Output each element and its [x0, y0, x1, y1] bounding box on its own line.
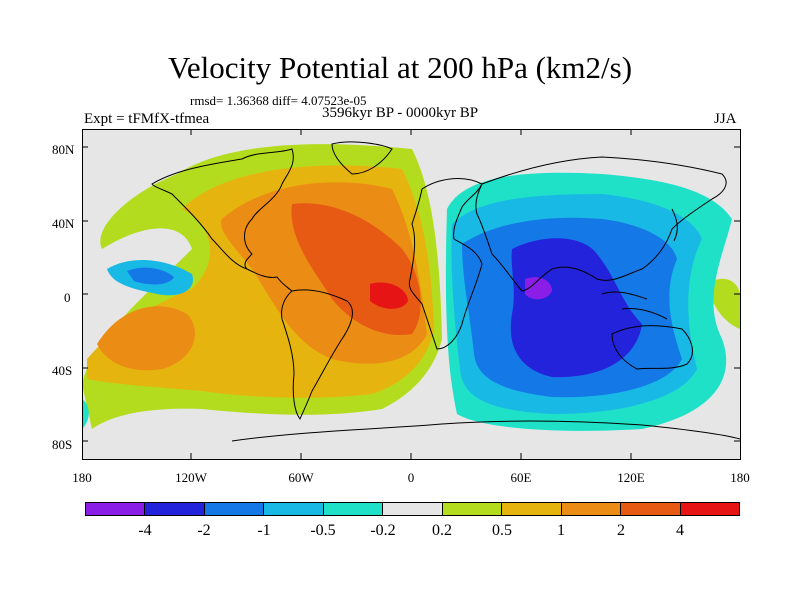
lon-label-120e: 120E: [617, 470, 645, 485]
colorbar-label: 4: [676, 522, 684, 539]
colorbar-label: -0.2: [370, 522, 396, 539]
colorbar-label: -0.5: [310, 522, 336, 539]
colorbar-label: -1: [257, 522, 271, 539]
colorbar-label: 2: [617, 522, 625, 539]
experiment-label: Expt = tFMfX-tfmea: [84, 111, 210, 127]
colorbar-swatch: [86, 503, 146, 515]
coastline-australia: [611, 325, 693, 370]
colorbar-swatch: [561, 503, 622, 515]
coastline-eurasia: [475, 156, 727, 292]
colorbar-swatch: [621, 503, 681, 515]
map-title: Velocity Potential at 200 hPa (km2/s): [167, 50, 633, 85]
tick-marks: [82, 129, 740, 459]
lat-label-40s: 40S: [52, 363, 73, 378]
coastline-greenland: [331, 141, 393, 175]
colorbar-label: 0.2: [432, 522, 452, 539]
negative-patch-pacific-inner: [127, 267, 174, 285]
coastline-maritime-continent: [601, 291, 668, 320]
lon-label-180e: 180: [730, 470, 750, 485]
colorbar-label: -4: [138, 522, 152, 539]
colorbar-swatch: [264, 503, 324, 515]
time-period-label: 3596kyr BP - 0000kyr BP: [322, 105, 479, 121]
lon-label-0: 0: [407, 470, 415, 485]
colorbar-swatch: [323, 503, 384, 515]
positive-region-east-pacific: [707, 278, 740, 329]
coastlines: [151, 141, 741, 442]
negative-region-dark-blue: [510, 238, 642, 378]
positive-maximum-red: [370, 282, 408, 309]
lon-label-180w: 180: [72, 470, 92, 485]
coastline-japan: [671, 208, 678, 242]
lat-label-40n: 40N: [52, 216, 75, 231]
coastline-antarctica: [231, 420, 741, 442]
colorbar-swatch: [442, 503, 503, 515]
colorbar-swatch: [502, 503, 562, 515]
colorbar-swatch: [145, 503, 205, 515]
coastline-south-america: [281, 289, 353, 421]
colorbar-swatch: [383, 503, 443, 515]
contour-fills: [82, 144, 740, 431]
lat-label-0: 0: [64, 290, 71, 305]
lat-label-80s: 80S: [52, 437, 73, 452]
colorbar-swatch: [680, 503, 739, 515]
rmsd-diff-stats: rmsd= 1.36368 diff= 4.07523e-05: [190, 93, 367, 108]
colorbar-swatch: [204, 503, 265, 515]
lat-label-80n: 80N: [52, 142, 75, 157]
colorbar: [85, 502, 740, 516]
velocity-potential-map: [82, 129, 741, 460]
negative-patch-southwest: [82, 399, 89, 429]
lon-label-120w: 120W: [175, 470, 207, 485]
colorbar-label: 1: [557, 522, 565, 539]
lon-label-60e: 60E: [510, 470, 532, 485]
coastline-north-america: [151, 148, 294, 270]
negative-minimum-purple: [525, 277, 552, 300]
colorbar-label: 0.5: [492, 522, 512, 539]
colorbar-label: -2: [197, 522, 211, 539]
season-label: JJA: [714, 111, 737, 127]
lon-label-60w: 60W: [288, 470, 314, 485]
coastline-central-america: [246, 268, 293, 292]
coastline-europe-africa: [408, 178, 483, 350]
